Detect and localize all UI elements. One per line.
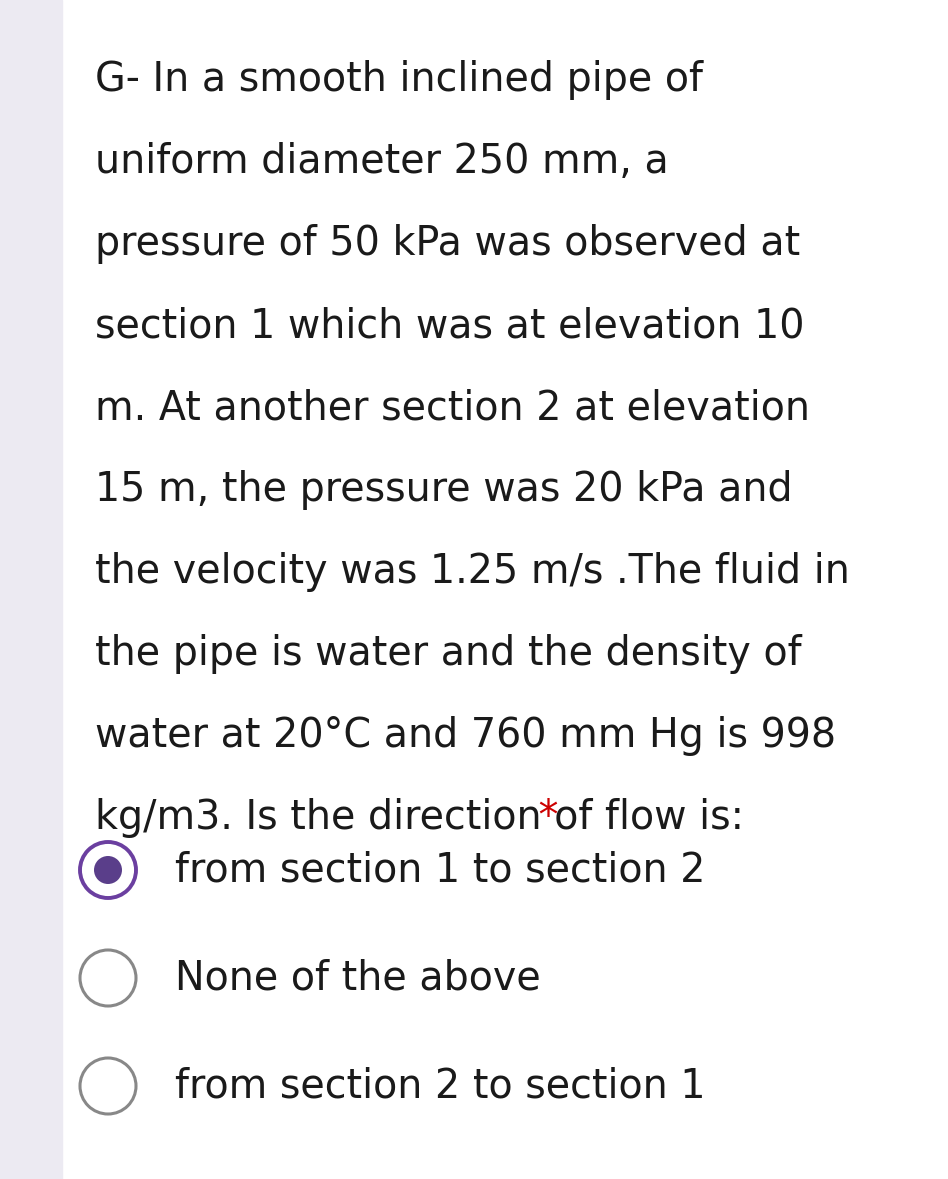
Ellipse shape — [94, 856, 122, 884]
Text: the velocity was 1.25 m/s .The fluid in: the velocity was 1.25 m/s .The fluid in — [95, 552, 849, 592]
Text: m. At another section 2 at elevation: m. At another section 2 at elevation — [95, 388, 810, 428]
Text: None of the above: None of the above — [175, 959, 540, 997]
Text: kg/m3. Is the direction of flow is:: kg/m3. Is the direction of flow is: — [95, 798, 744, 838]
Text: G- In a smooth inclined pipe of: G- In a smooth inclined pipe of — [95, 60, 703, 100]
Ellipse shape — [80, 950, 136, 1006]
Ellipse shape — [80, 842, 136, 898]
Text: from section 1 to section 2: from section 1 to section 2 — [175, 850, 705, 890]
Text: section 1 which was at elevation 10: section 1 which was at elevation 10 — [95, 307, 805, 345]
Text: *: * — [526, 798, 558, 838]
Ellipse shape — [80, 1058, 136, 1114]
Text: water at 20°C and 760 mm Hg is 998: water at 20°C and 760 mm Hg is 998 — [95, 716, 836, 756]
Text: the pipe is water and the density of: the pipe is water and the density of — [95, 634, 802, 674]
Text: pressure of 50 kPa was observed at: pressure of 50 kPa was observed at — [95, 224, 800, 264]
Bar — [0, 0, 62, 1179]
Text: uniform diameter 250 mm, a: uniform diameter 250 mm, a — [95, 141, 668, 182]
Text: 15 m, the pressure was 20 kPa and: 15 m, the pressure was 20 kPa and — [95, 470, 793, 511]
Text: from section 2 to section 1: from section 2 to section 1 — [175, 1066, 705, 1106]
